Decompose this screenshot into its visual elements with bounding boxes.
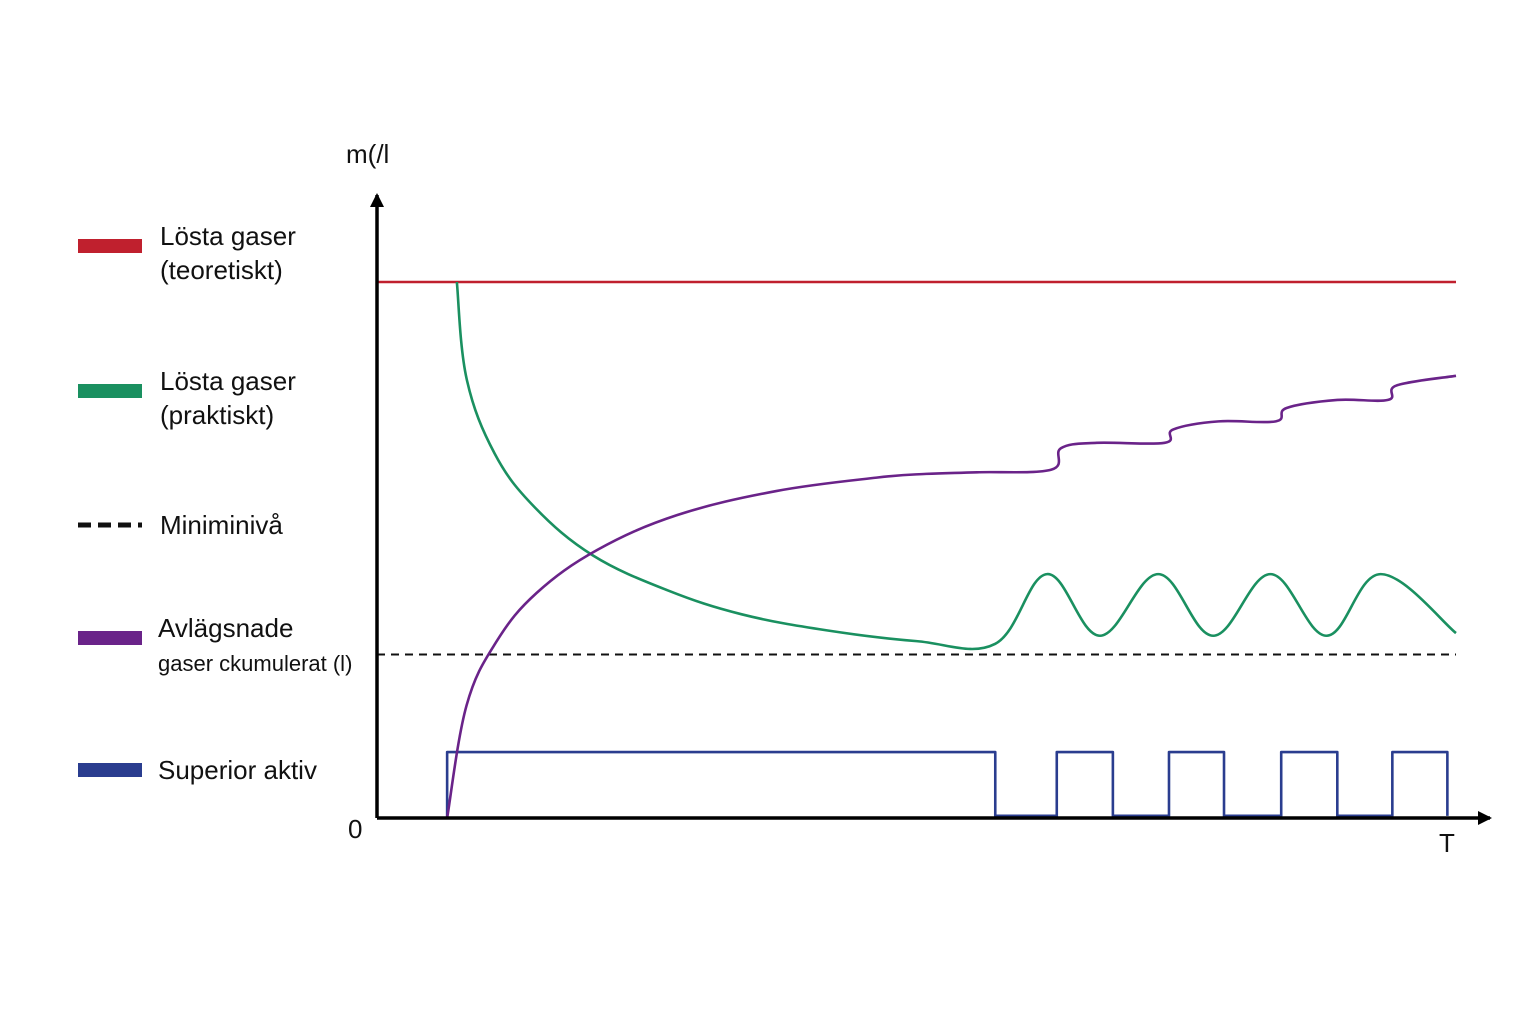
legend-item-red: Lösta gaser (teoretiskt) bbox=[78, 221, 296, 285]
legend-item-blue: Superior aktiv bbox=[78, 755, 317, 785]
series-line-purple bbox=[445, 374, 1457, 819]
legend-swatch-red bbox=[78, 239, 142, 253]
series-layer bbox=[377, 280, 1457, 819]
legend-label-purple-1: Avlägsnade bbox=[158, 613, 293, 643]
legend-label-green-1: Lösta gaser bbox=[160, 366, 296, 396]
legend-swatch-purple bbox=[78, 631, 142, 645]
legend-label-red-1: Lösta gaser bbox=[160, 221, 296, 251]
legend-swatch-blue bbox=[78, 763, 142, 777]
x-axis-label: T bbox=[1439, 828, 1455, 858]
series-line-green bbox=[455, 281, 1457, 651]
legend-label-blue-1: Superior aktiv bbox=[158, 755, 317, 785]
legend-item-purple: Avlägsnade gaser ckumulerat (l) bbox=[78, 613, 352, 676]
legend-label-red-2: (teoretiskt) bbox=[160, 255, 283, 285]
y-axis-label: m(/l bbox=[346, 139, 389, 169]
legend-label-purple-2: gaser ckumulerat (l) bbox=[158, 651, 352, 676]
legend-label-green-2: (praktiskt) bbox=[160, 400, 274, 430]
origin-label: 0 bbox=[348, 814, 362, 844]
legend-item-green: Lösta gaser (praktiskt) bbox=[78, 366, 296, 430]
legend-swatch-green bbox=[78, 384, 142, 398]
legend-item-black: Miniminivå bbox=[78, 510, 283, 540]
legend: Lösta gaser (teoretiskt) Lösta gaser (prakt… bbox=[78, 221, 352, 785]
legend-label-black-1: Miniminivå bbox=[160, 510, 283, 540]
series-line-blue bbox=[445, 750, 1449, 818]
